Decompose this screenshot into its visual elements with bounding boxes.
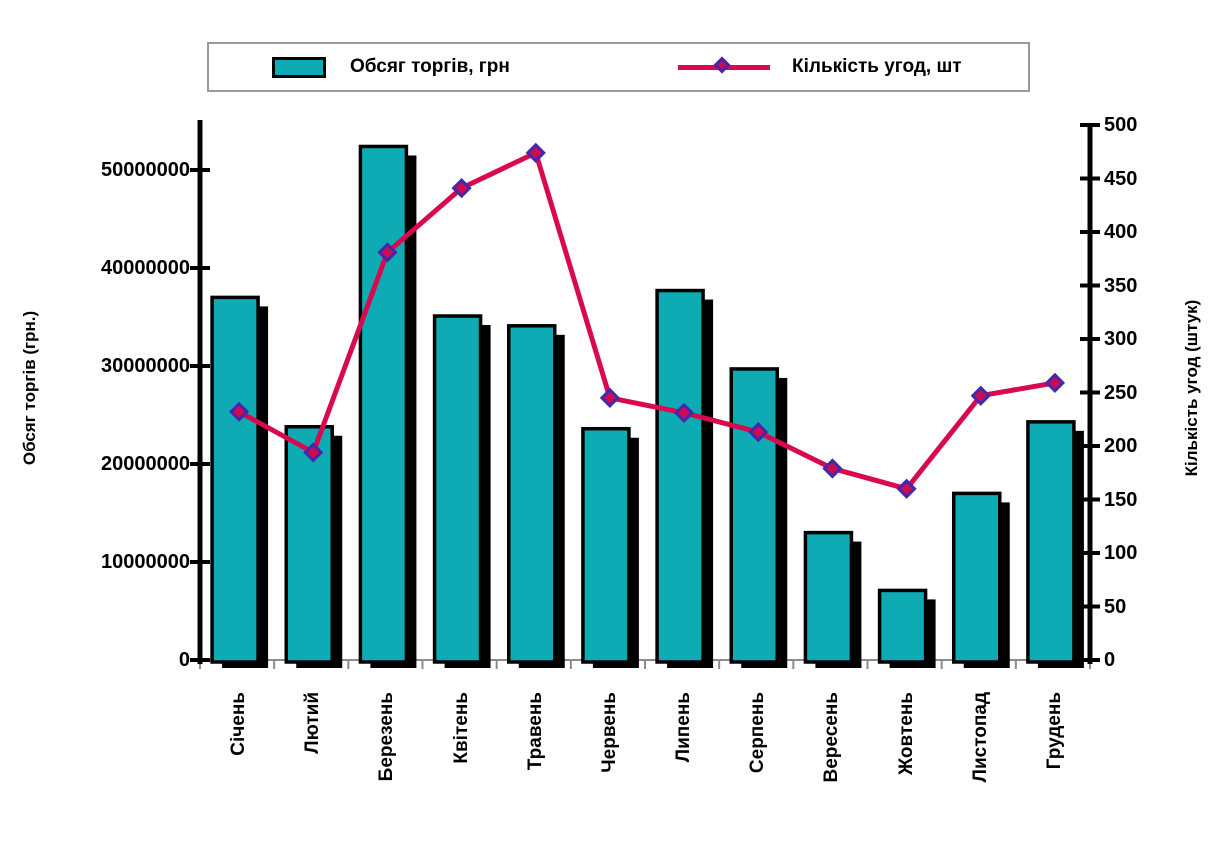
left-axis-tick-label: 10000000 [101,551,190,573]
bar [284,425,334,664]
right-axis-tick-label: 250 [1104,381,1138,404]
line-series-marker-icon [678,56,770,78]
x-axis-category-label: Жовтень [895,692,917,775]
x-axis-category-label: Травень [524,692,546,771]
bar [358,144,409,664]
bar [507,324,557,664]
right-axis-tick-label: 350 [1104,274,1138,297]
x-axis-category-label: Листопад [969,692,991,783]
x-axis-category-label: Квітень [450,692,472,764]
left-axis-tick-label: 30000000 [101,355,190,377]
x-axis-category-label: Липень [673,692,695,763]
right-axis-tick-label: 150 [1104,488,1138,511]
bar-series-swatch [272,56,326,78]
bar [803,530,854,664]
line-marker [228,401,250,422]
left-axis-title: Обсяг торгів (грн.) [20,310,39,466]
line-marker [822,458,843,479]
bar [1026,420,1076,664]
bar [655,288,705,664]
left-axis-tick-label: 20000000 [101,453,190,475]
right-axis-tick-label: 50 [1104,595,1127,618]
line-series-label: Кількість угод, шт [792,56,962,77]
x-axis-category-label: Лютий [302,692,324,754]
x-axis-category-label: Червень [598,692,620,773]
line-marker [748,421,769,443]
left-axis-tick-label: 50000000 [101,159,190,181]
left-axis-tick-label: 40000000 [101,257,190,279]
x-axis-category-label: Березень [376,692,398,782]
legend-item-line: Кількість угод, шт [678,44,962,90]
right-axis-tick-label: 300 [1104,328,1138,350]
bar [952,491,1002,664]
legend: Обсяг торгів, грн Кількість угод, шт [207,42,1030,92]
x-axis-category-label: Вересень [821,692,843,783]
line-marker [451,178,472,199]
line-marker [599,387,621,408]
line-marker [896,478,917,499]
right-axis-tick-label: 100 [1104,542,1138,564]
legend-item-bars: Обсяг торгів, грн [272,44,510,90]
x-axis-category-label: Грудень [1043,692,1065,770]
left-axis-tick-label: 0 [178,649,190,671]
line-marker [525,142,546,163]
line-marker [673,402,695,423]
right-axis-tick-label: 0 [1104,649,1116,671]
right-axis-tick-label: 200 [1104,435,1138,457]
bar [877,588,928,664]
line-marker [1044,372,1066,393]
right-axis-tick-label: 450 [1104,167,1138,190]
x-axis-category-label: Січень [228,692,250,756]
bar-series-label: Обсяг торгів, грн [350,56,510,77]
bar [210,295,260,664]
bar [432,314,483,664]
bar [581,426,631,664]
right-axis-tick-label: 400 [1104,221,1138,243]
x-axis-category-label: Серпень [747,692,769,774]
right-axis-tick-label: 500 [1104,114,1138,136]
line-marker [377,242,398,263]
bar [729,367,779,664]
line-marker [970,385,991,406]
line-marker [303,442,324,463]
line-series [237,150,1056,492]
